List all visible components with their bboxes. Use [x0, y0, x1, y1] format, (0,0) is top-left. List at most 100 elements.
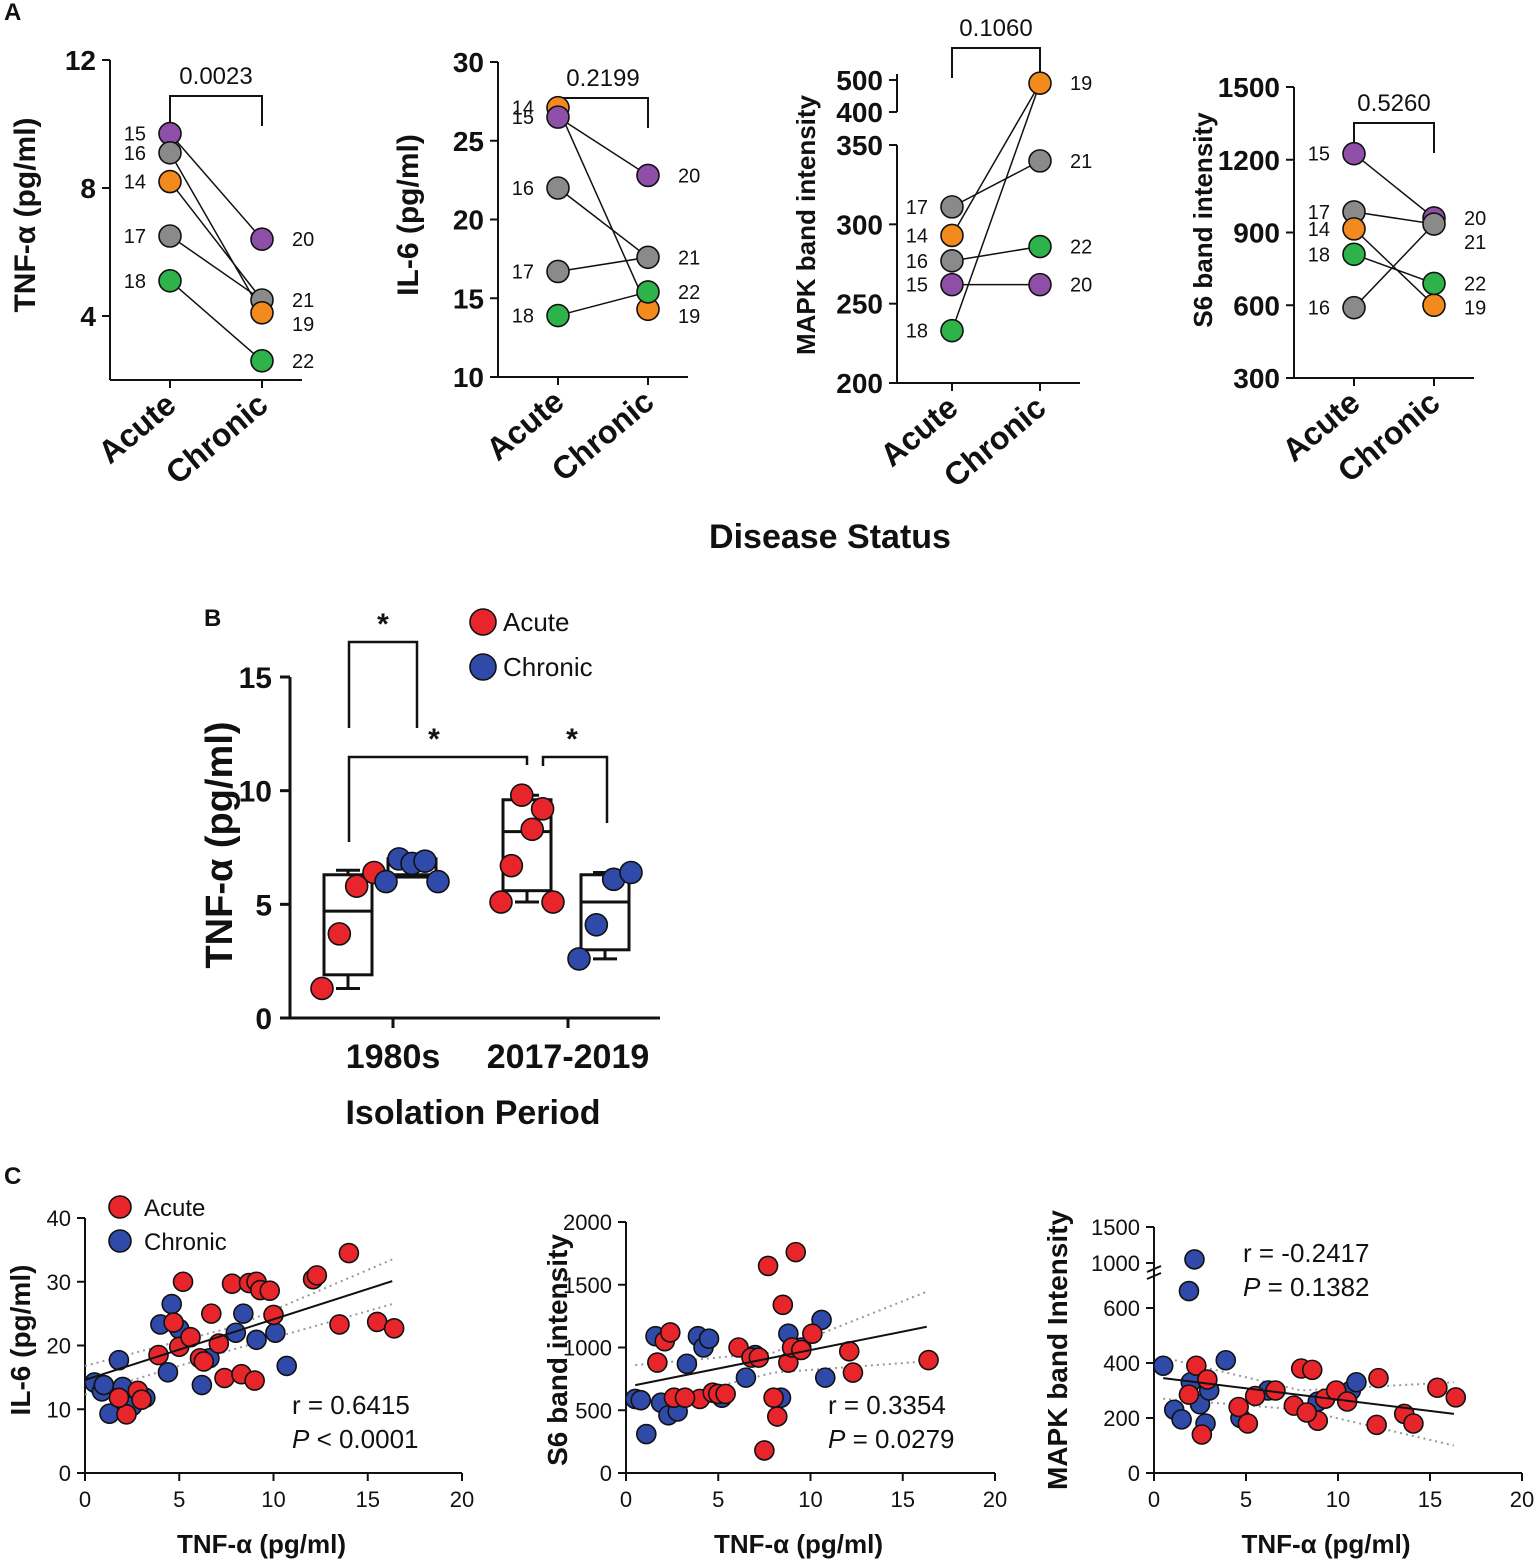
acute-point — [659, 1322, 681, 1343]
chronic-id-label: 21 — [1464, 232, 1486, 254]
y-tick-label: 30 — [47, 1270, 71, 1295]
significance-bracket — [169, 95, 263, 126]
pair-line — [951, 82, 1041, 331]
chronic-point — [636, 280, 660, 304]
acute-point — [748, 1347, 770, 1368]
x-tick-label: 5 — [712, 1487, 724, 1512]
box-group — [310, 860, 386, 1001]
box-group — [374, 847, 450, 894]
x-tick-label: Chronic — [159, 386, 275, 491]
pair-line — [557, 256, 649, 273]
acute-point — [163, 1312, 184, 1333]
x-tick-label: 20 — [450, 1487, 474, 1512]
chronic-point — [1028, 149, 1052, 173]
data-point — [541, 890, 565, 914]
chronic-id-label: 21 — [1070, 151, 1092, 173]
p-symbol: P — [1243, 1272, 1261, 1302]
acute-point — [1368, 1367, 1389, 1389]
chronic-point — [1422, 212, 1446, 236]
p-value-label: P = 0.1382 — [1243, 1272, 1370, 1302]
x-tick-label: Chronic — [545, 383, 661, 488]
p-symbol: P — [292, 1424, 310, 1454]
chronic-point — [191, 1374, 213, 1396]
pair-line — [1353, 253, 1435, 285]
pair-line — [557, 187, 649, 258]
acute-point — [754, 1440, 775, 1461]
legend-acute-label: Acute — [144, 1195, 205, 1222]
chronic-point — [93, 1374, 115, 1396]
y-axis-label: TNF-α (pg/ml) — [9, 117, 42, 312]
acute-id-label: 18 — [906, 321, 928, 343]
acute-point — [1178, 1384, 1200, 1405]
chronic-point — [250, 227, 274, 251]
significance-bracket — [951, 47, 1041, 78]
acute-point — [785, 1241, 807, 1263]
acute-id-label: 15 — [124, 124, 146, 146]
chronic-id-label: 20 — [678, 165, 700, 187]
acute-point — [715, 1383, 736, 1405]
acute-id-label: 17 — [124, 226, 146, 248]
acute-point — [940, 223, 964, 248]
x-tick-label: 10 — [261, 1487, 285, 1512]
y-tick-label: 20 — [453, 205, 484, 236]
chronic-point — [246, 1329, 267, 1351]
acute-point — [263, 1304, 284, 1326]
acute-point — [366, 1311, 388, 1333]
chronic-point — [1028, 234, 1052, 259]
ci-lower-band — [84, 1303, 393, 1396]
acute-id-label: 15 — [906, 275, 928, 297]
x-tick-label: 5 — [1240, 1487, 1252, 1512]
acute-point — [772, 1294, 794, 1316]
chronic-point — [1028, 272, 1052, 297]
x-axis-label: TNF-α (pg/ml) — [177, 1529, 346, 1559]
p-value-label: P = 0.0279 — [828, 1424, 955, 1454]
p-value-label: 0.2199 — [566, 65, 639, 92]
chronic-point — [161, 1293, 183, 1315]
isolation-period-label: Isolation Period — [345, 1094, 600, 1132]
acute-id-label: 14 — [1308, 219, 1330, 241]
acute-point — [338, 1242, 360, 1264]
p-value-label: 0.1060 — [959, 15, 1032, 42]
regression-line — [635, 1325, 927, 1387]
acute-point — [842, 1362, 864, 1383]
box-group — [567, 860, 643, 971]
y-tick-label: 12 — [65, 45, 96, 76]
data-point — [374, 869, 398, 894]
y-tick-label: 8 — [80, 173, 96, 204]
chronic-id-label: 19 — [292, 314, 314, 336]
acute-point — [1342, 217, 1366, 241]
y-tick-label: 200 — [836, 368, 883, 399]
chronic-id-label: 22 — [678, 282, 700, 304]
y-tick-label: 4 — [80, 301, 96, 332]
chronic-point — [636, 245, 660, 270]
y-axis-label: S6 band intensity — [1188, 112, 1218, 328]
y-tick-label: 400 — [1103, 1351, 1140, 1376]
y-tick-label: 600 — [1103, 1296, 1140, 1321]
data-point — [584, 912, 609, 937]
acute-id-label: 16 — [512, 178, 534, 200]
x-tick-label: 0 — [1148, 1487, 1160, 1512]
chronic-id-label: 21 — [292, 290, 314, 312]
y-tick-label: 300 — [1233, 363, 1280, 394]
acute-point — [329, 1314, 350, 1335]
pair-line — [169, 235, 263, 301]
acute-point — [1296, 1402, 1318, 1423]
significance-bracket — [1353, 122, 1435, 153]
p-value: = 0.0279 — [845, 1424, 954, 1454]
panel-b-label: B — [204, 605, 221, 632]
box — [322, 873, 374, 977]
chronic-point — [676, 1353, 698, 1375]
acute-id-label: 14 — [512, 98, 534, 120]
chronic-id-label: 20 — [1070, 275, 1092, 297]
y-tick-label: 15 — [239, 662, 272, 695]
chart-b-boxplot: 0 5 10 15 1980s 2017-2019 TNF-α (pg/ml) Acute Ch… — [199, 607, 660, 1076]
acute-point — [1191, 1424, 1213, 1445]
acute-point — [940, 272, 964, 297]
acute-point — [1301, 1359, 1323, 1381]
chronic-point — [630, 1389, 652, 1411]
